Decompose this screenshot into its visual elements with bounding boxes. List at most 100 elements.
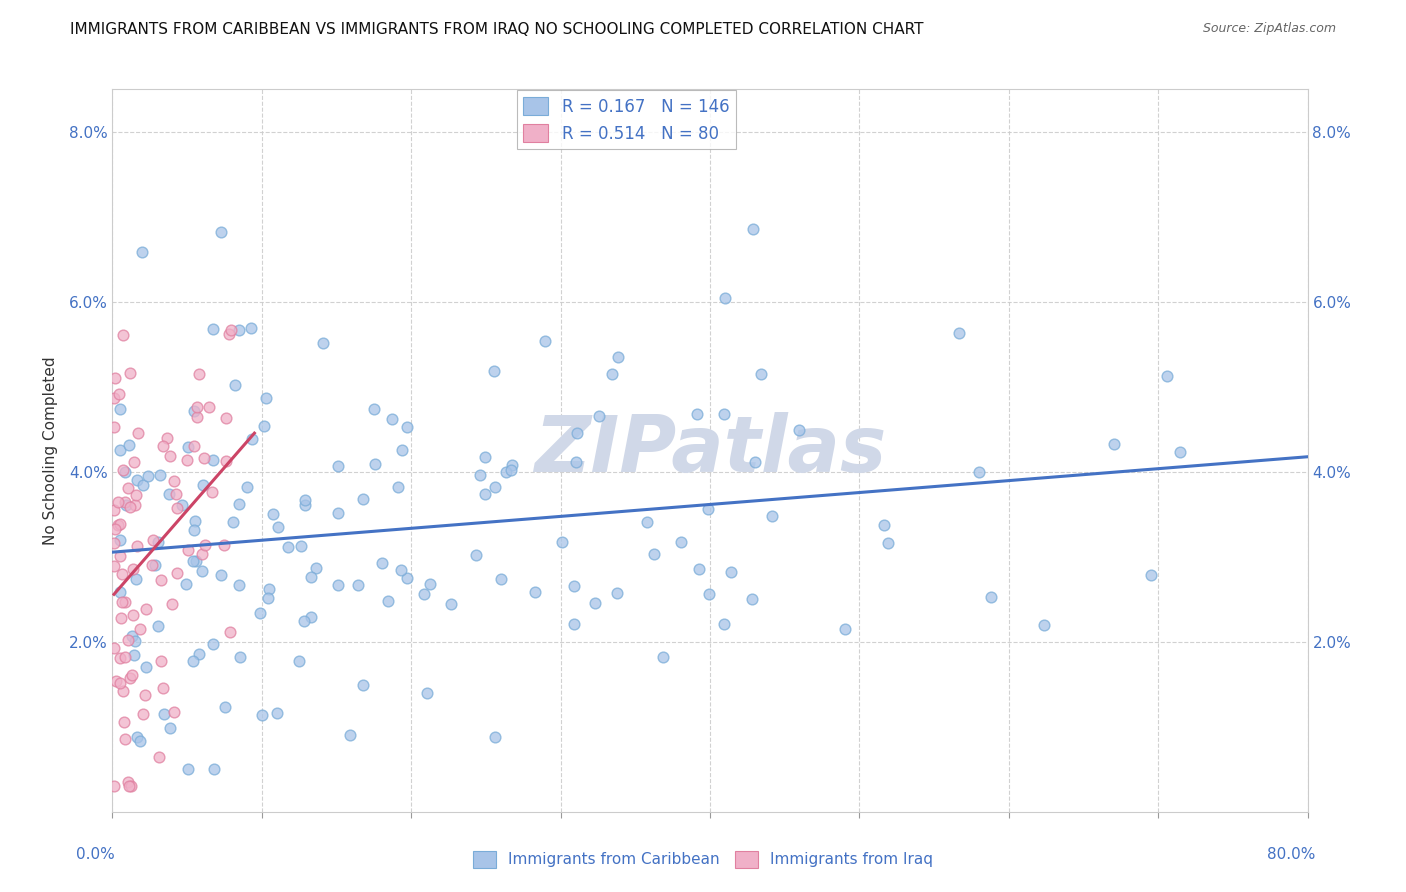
Point [219, 323, 242, 337]
Point [834, 622, 856, 636]
Point [107, 518, 129, 533]
Point [257, 582, 280, 596]
Point [125, 488, 148, 502]
Point [191, 564, 214, 578]
Point [111, 595, 134, 609]
Point [177, 762, 200, 776]
Point [562, 579, 585, 593]
Point [389, 563, 412, 577]
Point [720, 565, 742, 579]
Point [228, 577, 250, 591]
Point [124, 648, 146, 662]
Point [198, 401, 221, 415]
Point [416, 685, 439, 699]
Point [114, 731, 136, 746]
Point [103, 536, 125, 550]
Point [103, 558, 125, 573]
Point [643, 547, 665, 561]
Point [1033, 617, 1056, 632]
Point [465, 548, 488, 562]
Point [166, 566, 188, 581]
Point [125, 572, 148, 586]
Point [177, 440, 200, 454]
Point [352, 678, 374, 692]
Point [371, 556, 394, 570]
Point [125, 539, 148, 553]
Point [129, 622, 152, 636]
Point [565, 455, 588, 469]
Point [183, 404, 205, 418]
Point [124, 634, 146, 648]
Point [148, 750, 170, 764]
Point [395, 570, 418, 584]
Text: 0.0%: 0.0% [76, 847, 115, 862]
Point [118, 671, 141, 685]
Point [713, 616, 735, 631]
Point [713, 407, 735, 421]
Point [128, 734, 150, 748]
Point [118, 366, 141, 380]
Point [122, 562, 145, 576]
Point [228, 323, 250, 337]
Point [121, 668, 143, 682]
Point [326, 459, 349, 474]
Point [112, 327, 135, 342]
Point [114, 465, 136, 479]
Point [294, 492, 316, 507]
Point [218, 327, 240, 342]
Point [474, 487, 496, 501]
Point [396, 420, 419, 434]
Point [117, 775, 139, 789]
Point [742, 222, 765, 236]
Point [1104, 437, 1126, 451]
Point [636, 516, 658, 530]
Point [150, 574, 173, 588]
Point [254, 392, 277, 406]
Point [468, 467, 491, 482]
Point [501, 458, 523, 473]
Point [583, 596, 606, 610]
Point [697, 502, 720, 516]
Point [201, 485, 224, 500]
Point [1140, 568, 1163, 582]
Point [115, 498, 138, 512]
Point [326, 506, 349, 520]
Point [108, 585, 131, 599]
Point [150, 654, 173, 668]
Point [787, 423, 810, 437]
Point [176, 452, 198, 467]
Point [143, 558, 166, 572]
Point [523, 585, 546, 599]
Point [103, 641, 125, 656]
Point [214, 700, 236, 714]
Point [122, 455, 145, 469]
Point [873, 518, 896, 533]
Y-axis label: No Schooling Completed: No Schooling Completed [42, 356, 58, 545]
Point [170, 498, 193, 512]
Point [215, 453, 238, 467]
Point [685, 407, 707, 421]
Point [114, 649, 136, 664]
Point [121, 629, 143, 643]
Point [125, 473, 148, 487]
Point [209, 568, 232, 582]
Point [714, 291, 737, 305]
Point [110, 549, 132, 563]
Point [391, 442, 413, 457]
Point [299, 569, 322, 583]
Point [127, 426, 149, 441]
Point [294, 498, 316, 512]
Point [501, 463, 523, 477]
Point [214, 538, 236, 552]
Point [104, 371, 127, 385]
Point [201, 321, 224, 335]
Point [107, 495, 129, 509]
Point [132, 478, 155, 492]
Point [252, 418, 274, 433]
Point [146, 534, 169, 549]
Point [551, 535, 574, 549]
Point [183, 439, 205, 453]
Point [688, 562, 710, 576]
Point [111, 463, 134, 477]
Point [188, 647, 211, 661]
